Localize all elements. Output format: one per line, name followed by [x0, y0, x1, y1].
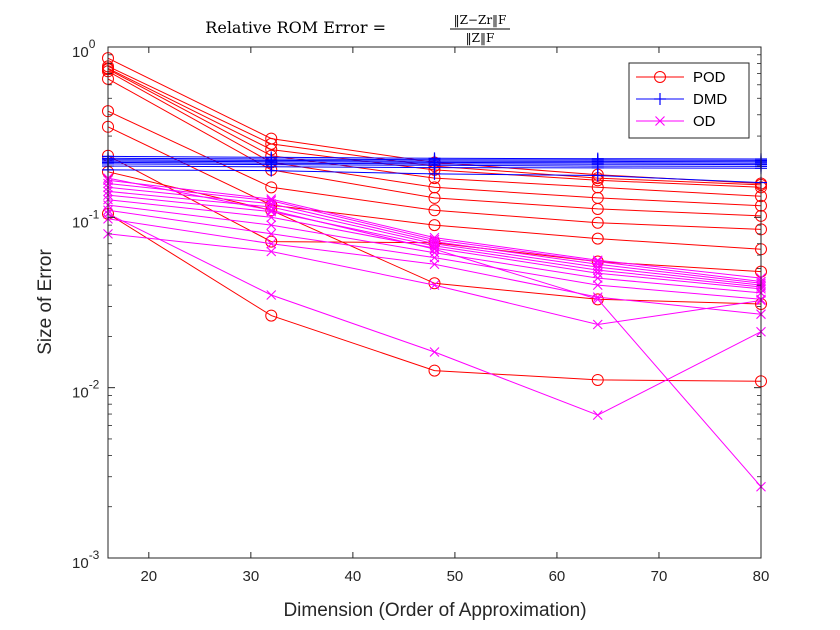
axes-box	[107, 46, 762, 559]
x-tick-label-40: 40	[345, 568, 362, 585]
data-point-dmd-8-4	[591, 169, 604, 182]
axes: 20 30 40 50 60 70 80 10-3 10-2 10-1 100	[72, 37, 769, 585]
series-line-pod-6	[107, 78, 762, 217]
data-point-od-8-2	[266, 228, 277, 239]
data-point-pod-6-3	[428, 191, 441, 204]
data-point-pod-8-4	[591, 232, 604, 245]
legend: POD DMD OD	[628, 62, 750, 139]
data-point-pod-10-3	[428, 277, 441, 290]
y-tick-label--2: 10-2	[72, 378, 100, 402]
series-group-dmd	[102, 150, 767, 189]
x-tick-label-20: 20	[140, 568, 157, 585]
data-point-od-11-3	[429, 347, 440, 357]
legend-marker-od	[655, 116, 665, 126]
data-point-pod-7-3	[428, 204, 441, 217]
chart-title-numerator: ‖Z−Zr‖F	[454, 13, 507, 27]
series-line-pod-11	[107, 213, 762, 382]
series-line-pod-10	[107, 171, 762, 305]
data-point-pod-10-4	[591, 293, 604, 306]
data-point-pod-8-3	[428, 219, 441, 232]
data-point-od-12-4	[592, 294, 603, 305]
data-point-pod-11-4	[591, 373, 604, 386]
data-point-od-1-2	[266, 194, 277, 204]
data-point-od-9-4	[592, 292, 603, 303]
data-point-od-8-4	[592, 280, 603, 291]
data-point-od-6-3	[429, 243, 440, 253]
data-point-od-6-2	[266, 212, 277, 223]
y-axis-label: Size of Error	[35, 249, 56, 355]
x-tick-label-80: 80	[753, 568, 770, 585]
x-axis-label: Dimension (Order of Approximation)	[283, 600, 586, 621]
legend-label-od: OD	[693, 113, 716, 130]
data-point-od-11-2	[266, 290, 277, 300]
data-point-od-7-4	[592, 273, 603, 283]
data-point-od-12-2	[266, 205, 277, 216]
chart-title: Relative ROM Error = ‖Z−Zr‖F ‖Z‖F	[205, 13, 510, 45]
y-tick-label--1: 10-1	[72, 207, 100, 231]
legend-label-dmd: DMD	[693, 91, 727, 108]
data-point-od-10-4	[592, 319, 603, 330]
data-point-od-10-2	[266, 246, 277, 257]
data-point-od-7-2	[266, 220, 277, 231]
data-point-od-10-3	[429, 280, 440, 291]
data-point-od-11-4	[592, 410, 603, 421]
x-tick-label-70: 70	[651, 568, 668, 585]
data-point-dmd-8-2	[265, 164, 278, 177]
data-point-pod-7-4	[591, 216, 604, 229]
data-point-pod-11-2	[265, 309, 278, 322]
data-point-pod-9-2	[265, 235, 278, 248]
data-point-pod-11-3	[428, 364, 441, 377]
series-line-pod-5	[107, 70, 762, 207]
data-point-pod-7-2	[265, 181, 278, 194]
data-point-pod-6-4	[591, 202, 604, 215]
legend-marker-dmd	[654, 93, 666, 105]
legend-box	[628, 62, 750, 139]
data-point-od-1-4	[592, 255, 603, 266]
data-point-dmd-8-3	[428, 167, 441, 180]
y-tick-label-0: 100	[72, 37, 96, 61]
legend-label-pod: POD	[693, 69, 726, 86]
chart-title-denominator: ‖Z‖F	[466, 31, 495, 45]
data-point-od-9-2	[266, 238, 277, 249]
data-point-od-12-3	[429, 244, 440, 255]
x-tick-label-60: 60	[549, 568, 566, 585]
data-point-pod-10-2	[265, 204, 278, 217]
x-tick-label-30: 30	[243, 568, 260, 585]
legend-marker-pod	[654, 71, 666, 83]
series-line-pod-8	[107, 126, 762, 250]
chart-title-prefix: Relative ROM Error =	[205, 18, 386, 37]
data-point-od-9-3	[429, 259, 440, 270]
x-tick-label-50: 50	[447, 568, 464, 585]
y-tick-label--3: 10-3	[72, 548, 100, 572]
data-point-od-6-4	[592, 268, 603, 279]
series-line-pod-9	[107, 155, 762, 273]
